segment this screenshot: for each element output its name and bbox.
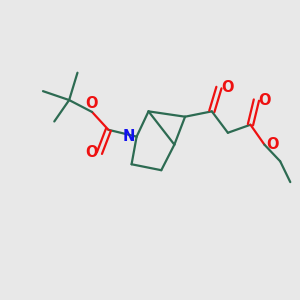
Text: O: O [221, 80, 233, 95]
Text: O: O [85, 96, 98, 111]
Text: O: O [266, 137, 279, 152]
Text: O: O [259, 93, 271, 108]
Text: N: N [123, 129, 135, 144]
Text: O: O [85, 146, 98, 160]
